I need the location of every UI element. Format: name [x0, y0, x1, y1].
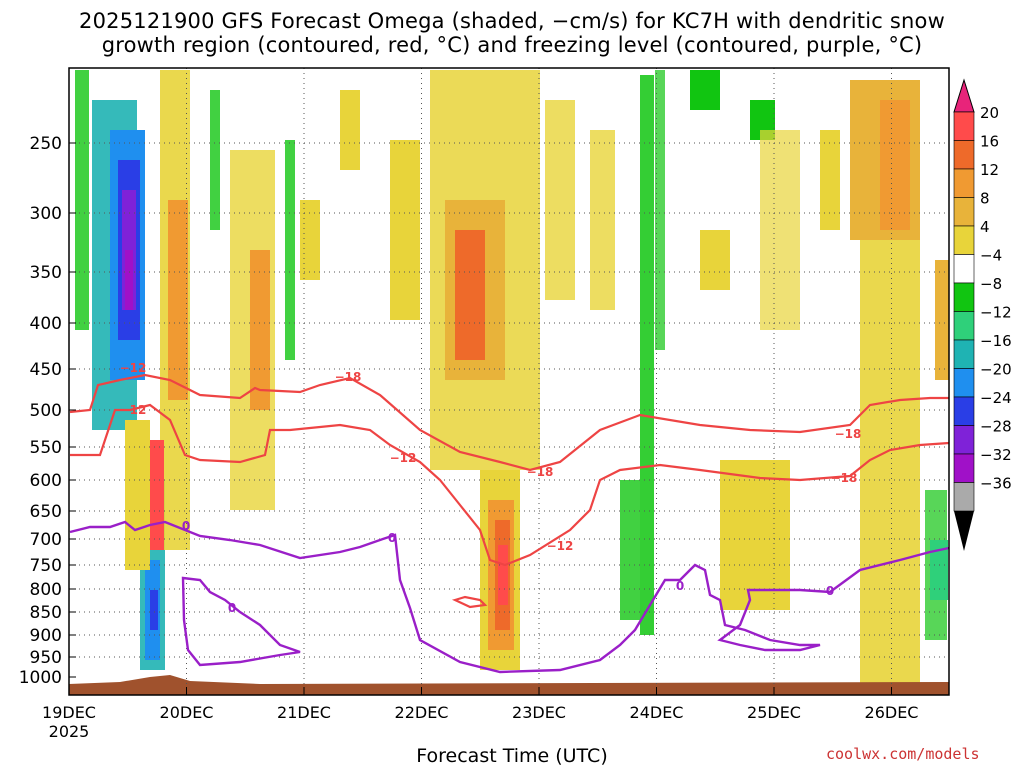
y-tick-label: 650 — [30, 502, 62, 522]
colorbar-label: −8 — [980, 275, 1002, 293]
purple-contour-label: 0 — [826, 584, 834, 598]
y-tick-label: 1000 — [19, 668, 62, 688]
colorbar-swatch — [953, 482, 975, 512]
red-contour-label: −18 — [831, 471, 858, 485]
grid-lines — [69, 68, 949, 695]
chart-title-line-2: growth region (contoured, red, °C) and f… — [101, 33, 923, 57]
colorbar-label: 16 — [980, 133, 999, 151]
colorbar-swatch — [953, 453, 975, 483]
chart-title-line-1: 2025121900 GFS Forecast Omega (shaded, −… — [79, 9, 945, 33]
y-tick-label: 250 — [30, 134, 62, 154]
colorbar-label: 8 — [980, 190, 990, 208]
colorbar-label: −12 — [980, 304, 1012, 322]
x-tick-label: 21DEC — [277, 703, 331, 722]
colorbar-swatch — [953, 197, 975, 227]
colorbar-label: −24 — [980, 389, 1012, 407]
y-axis: 250 300 350 400 450 500 550 600 650 700 750 800 850 9… — [19, 134, 76, 688]
colorbar-bottom-arrow — [954, 511, 974, 551]
colorbar-swatch — [953, 368, 975, 398]
purple-contour-label: 0 — [388, 531, 396, 545]
y-tick-label: 750 — [30, 556, 62, 576]
purple-contours — [69, 520, 950, 674]
purple-contour-label: 0 — [228, 601, 236, 615]
red-contour-label: −12 — [547, 539, 574, 553]
y-tick-label: 550 — [30, 438, 62, 458]
terrain — [69, 675, 949, 695]
x-tick-label: 25DEC — [747, 703, 801, 722]
colorbar-swatch — [953, 282, 975, 312]
colorbar-swatch — [953, 254, 975, 284]
y-tick-label: 800 — [30, 580, 62, 600]
y-tick-label: 600 — [30, 471, 62, 491]
colorbar-swatch — [953, 425, 975, 455]
red-contour-label: −12 — [120, 403, 147, 417]
plot-frame — [68, 67, 950, 696]
y-tick-label: 900 — [30, 626, 62, 646]
contour-labels: −18 −12 −18 −12 −18 −12 −18 −12 0 0 0 0 0 — [120, 361, 862, 615]
colorbar-label: −4 — [980, 247, 1002, 265]
colorbar-swatch — [953, 225, 975, 255]
red-contour-label: −18 — [527, 465, 554, 479]
colorbar-label: −32 — [980, 446, 1012, 464]
y-tick-label: 950 — [30, 648, 62, 668]
red-contour-label: −12 — [390, 451, 417, 465]
omega-shading — [75, 70, 949, 690]
y-tick-label: 700 — [30, 530, 62, 550]
colorbar-label: −16 — [980, 332, 1012, 350]
colorbar-swatch — [953, 140, 975, 170]
red-contour-label: −18 — [335, 370, 362, 384]
x-year-label: 2025 — [49, 722, 90, 741]
x-tick-label: 24DEC — [630, 703, 684, 722]
x-axis-title: Forecast Time (UTC) — [416, 745, 608, 767]
colorbar-label: −20 — [980, 361, 1012, 379]
x-tick-label: 23DEC — [512, 703, 566, 722]
red-contours — [69, 373, 950, 609]
colorbar-swatch — [953, 339, 975, 369]
x-tick-label: 26DEC — [865, 703, 919, 722]
x-axis: 19DEC 20DEC 21DEC 22DEC 23DEC 24DEC 25DEC 26DEC… — [42, 687, 918, 741]
colorbar-swatch — [953, 168, 975, 198]
y-tick-label: 500 — [30, 401, 62, 421]
colorbar-label: 20 — [980, 104, 999, 122]
colorbar: 20 16 12 8 4 −4 −8 −12 −16 −20 −24 −28 −32 −36 — [953, 78, 1012, 551]
colorbar-swatch — [953, 396, 975, 426]
colorbar-swatch — [953, 311, 975, 341]
colorbar-label: 12 — [980, 161, 999, 179]
y-tick-label: 300 — [30, 204, 62, 224]
colorbar-label: 4 — [980, 218, 990, 236]
colorbar-swatch — [953, 111, 975, 141]
purple-contour-label: 0 — [676, 579, 684, 593]
x-tick-label: 19DEC — [42, 703, 96, 722]
credit-link[interactable]: coolwx.com/models — [826, 745, 980, 763]
x-tick-label: 22DEC — [395, 703, 449, 722]
colorbar-label: −28 — [980, 418, 1012, 436]
colorbar-top-arrow — [953, 78, 975, 113]
y-tick-label: 850 — [30, 603, 62, 623]
colorbar-label: −36 — [980, 475, 1012, 493]
red-contour-label: −12 — [120, 361, 147, 375]
red-contour-label: −18 — [835, 427, 862, 441]
purple-contour-label: 0 — [182, 519, 190, 533]
y-tick-label: 450 — [30, 360, 62, 380]
x-tick-label: 20DEC — [160, 703, 214, 722]
y-tick-label: 400 — [30, 314, 62, 334]
y-tick-label: 350 — [30, 263, 62, 283]
